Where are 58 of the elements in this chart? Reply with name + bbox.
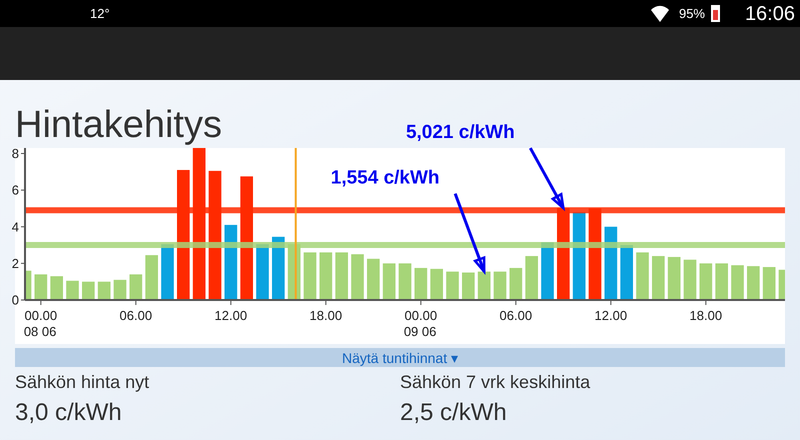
x-tick-label: 00.00 09 06 (404, 308, 438, 339)
bar (145, 255, 158, 300)
y-tick-label: 8 (12, 146, 19, 162)
text: Sähkön 7 vrk keskihinta (400, 372, 592, 392)
bar (684, 260, 696, 300)
bar (762, 267, 776, 300)
y-tick-label: 0 (12, 292, 19, 308)
x-tick-label: 00.00 08 06 (24, 308, 58, 339)
text: 2,5 c/kWh (400, 399, 507, 426)
text: 95% (678, 6, 706, 21)
y-tick-label: 4 (12, 219, 19, 234)
x-tick-label: 18.00 (310, 308, 342, 323)
x-tick-label: 12.00 (594, 308, 628, 323)
bar (462, 272, 475, 300)
bar (620, 245, 633, 300)
text: 12° (90, 6, 110, 21)
x-tick-label: 06.00 (120, 308, 152, 323)
text: Sähkön hinta nyt (15, 372, 150, 392)
text: 16:06 (744, 3, 795, 25)
y-tick-label: 6 (12, 182, 19, 198)
bar (731, 265, 744, 300)
bar (367, 258, 380, 300)
bar (636, 252, 649, 300)
bar (700, 263, 712, 300)
x-tick-label: 18.00 (690, 308, 722, 323)
bar (82, 282, 95, 300)
bar (320, 252, 332, 300)
bar (304, 252, 316, 300)
bar (652, 256, 665, 300)
bar (130, 274, 142, 300)
bar (114, 280, 126, 300)
bar (715, 263, 728, 300)
bar (335, 252, 348, 300)
bar (494, 272, 506, 300)
bar (382, 263, 396, 300)
bar (50, 276, 63, 300)
bar (747, 266, 760, 300)
bar (398, 263, 412, 300)
y-tick-label: 2 (12, 256, 19, 271)
bar (98, 282, 110, 300)
chart-title: Hintakehitys (15, 104, 222, 146)
text: Näytä tuntihinnat ▾ (342, 350, 458, 366)
bar (66, 280, 79, 300)
annotation: 1,554 c/kWh (330, 168, 440, 189)
bar (525, 256, 538, 300)
bar (34, 274, 48, 300)
annotation: 5,021 c/kWh (406, 122, 515, 144)
bar (510, 268, 522, 300)
x-tick-label: 12.00 (214, 308, 248, 323)
bar (351, 254, 364, 300)
text: 3,0 c/kWh (15, 399, 122, 426)
bar (446, 272, 459, 300)
x-tick-label: 06.00 (500, 308, 532, 323)
bar (478, 272, 490, 300)
bar (668, 256, 680, 300)
bar (430, 268, 443, 300)
bar (414, 268, 428, 300)
bar (604, 226, 618, 300)
